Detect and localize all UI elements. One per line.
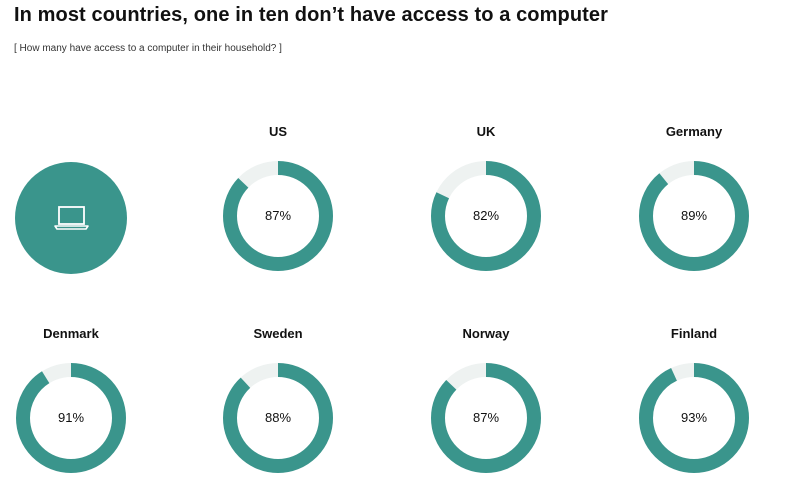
donut-chart (431, 161, 541, 271)
donut-arc (431, 161, 541, 271)
donut-arc (639, 363, 749, 473)
donut-chart (639, 363, 749, 473)
percent-label: 91% (57, 410, 85, 425)
donut-arc (16, 363, 126, 473)
percent-label: 87% (472, 410, 500, 425)
country-label: Denmark (43, 326, 99, 341)
percent-label: 93% (680, 410, 708, 425)
country-label: Norway (462, 326, 510, 341)
percent-label: 82% (472, 208, 500, 223)
chart-subtitle: [ How many have access to a computer in … (14, 43, 282, 54)
percent-label: 87% (264, 208, 292, 223)
country-label: Sweden (253, 326, 303, 341)
donut-chart (16, 363, 126, 473)
country-label: Germany (665, 124, 723, 139)
chart-title: In most countries, one in ten don’t have… (14, 4, 608, 26)
donut-arc (223, 161, 333, 271)
donut-chart (223, 363, 333, 473)
laptop-icon (54, 206, 89, 230)
donut-arc (223, 363, 333, 473)
donut-chart (431, 363, 541, 473)
percent-label: 88% (264, 410, 292, 425)
country-label: Finland (670, 326, 718, 341)
donut-arc (639, 161, 749, 271)
donut-arc (431, 363, 541, 473)
donut-chart (639, 161, 749, 271)
laptop-badge (15, 162, 127, 274)
country-label: UK (476, 124, 496, 139)
percent-label: 89% (680, 208, 708, 223)
country-label: US (268, 124, 288, 139)
donut-chart (223, 161, 333, 271)
